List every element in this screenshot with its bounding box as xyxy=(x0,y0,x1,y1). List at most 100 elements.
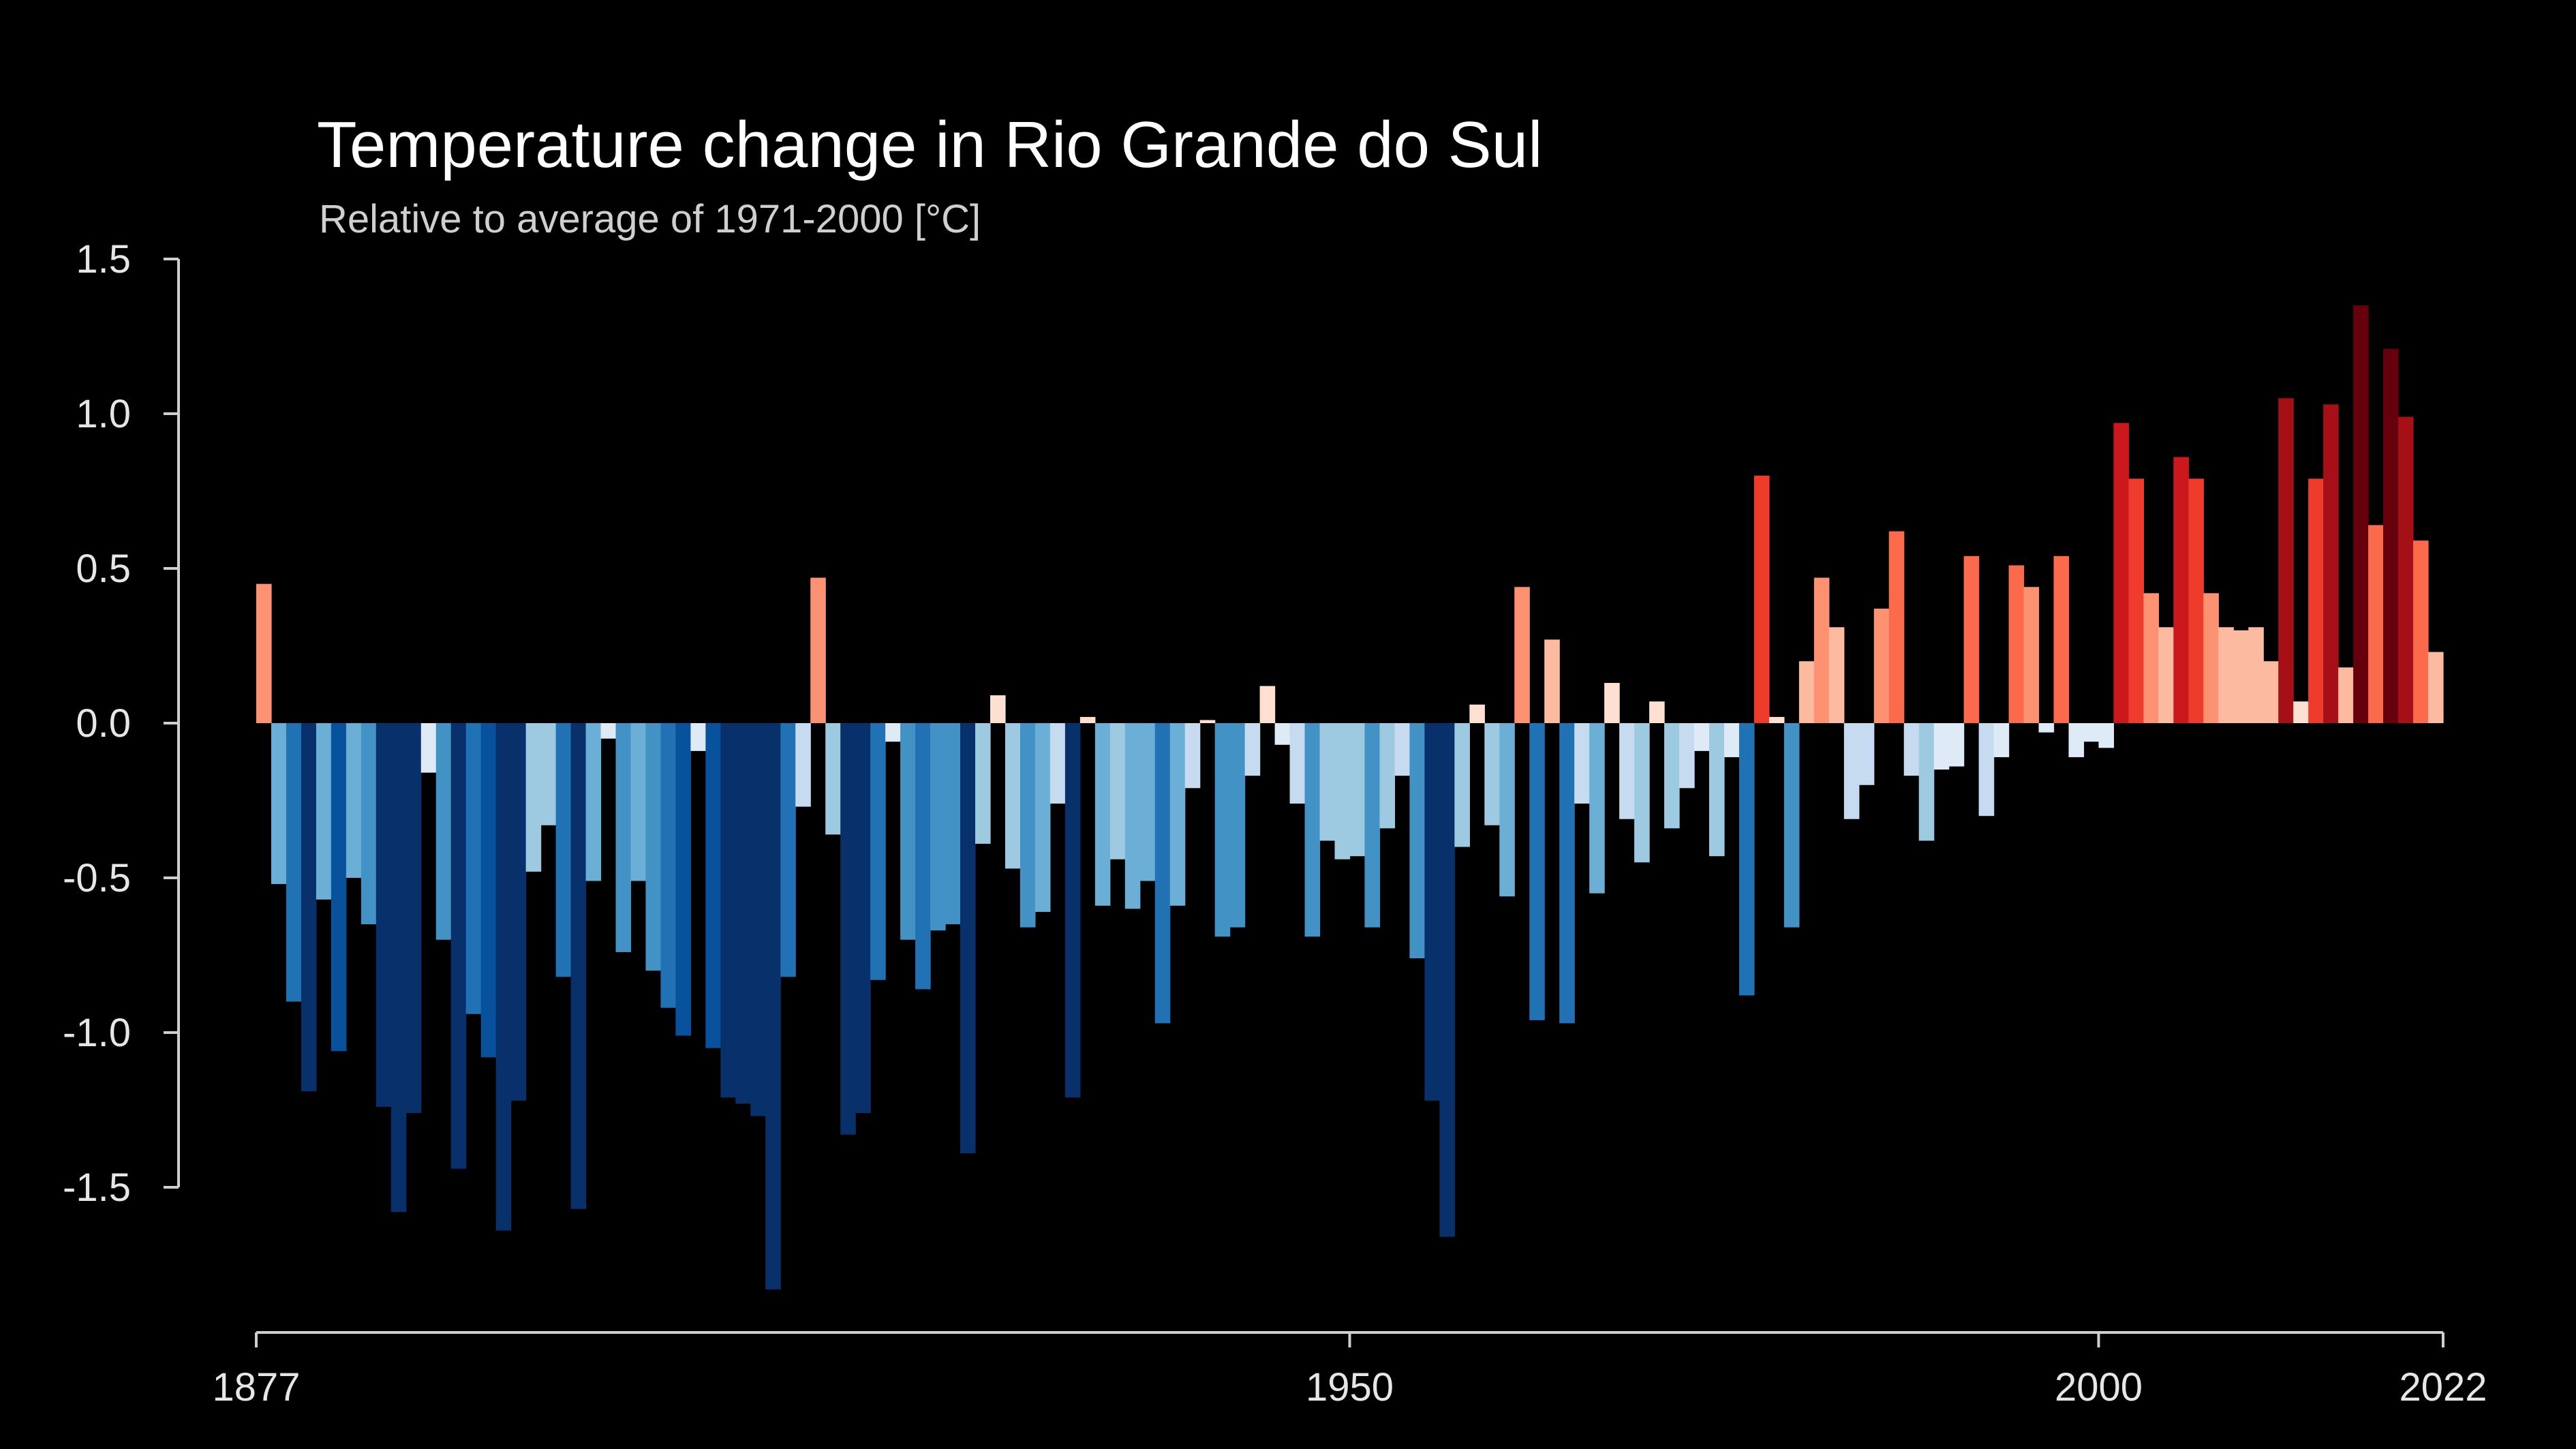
bar-1964 xyxy=(1559,723,1575,1024)
bar-1997 xyxy=(2053,555,2070,723)
bar-1985 xyxy=(1873,609,1890,723)
bar-1881 xyxy=(316,723,332,900)
bar-1980 xyxy=(1798,661,1815,723)
bar-1917 xyxy=(855,723,871,1114)
bar-1882 xyxy=(331,723,347,1052)
bar-1970 xyxy=(1649,701,1665,723)
bar-1957 xyxy=(1454,723,1470,847)
bar-2022 xyxy=(2428,652,2444,723)
bar-1916 xyxy=(840,723,856,1135)
bar-1889 xyxy=(435,723,452,940)
bar-1959 xyxy=(1484,723,1500,825)
bar-1897 xyxy=(555,723,572,977)
bar-1896 xyxy=(540,723,557,825)
bar-1885 xyxy=(375,723,392,1107)
bar-1982 xyxy=(1828,627,1845,723)
y-tick-label: 1.5 xyxy=(76,237,131,281)
bar-1898 xyxy=(570,723,587,1209)
bar-1933 xyxy=(1094,723,1111,906)
bar-1927 xyxy=(1005,723,1021,869)
y-tick-label: -1.0 xyxy=(63,1011,131,1055)
bar-1936 xyxy=(1139,723,1156,881)
bar-1992 xyxy=(1978,723,1995,817)
bar-1912 xyxy=(780,723,796,977)
bar-1904 xyxy=(660,723,677,1008)
bar-2012 xyxy=(2278,398,2294,723)
chart-subtitle: Relative to average of 1971-2000 [°C] xyxy=(319,197,981,241)
bar-2018 xyxy=(2368,525,2384,723)
bar-1993 xyxy=(1993,723,2010,757)
bar-1921 xyxy=(915,723,931,990)
bar-1905 xyxy=(675,723,691,1036)
bar-1880 xyxy=(301,723,317,1092)
bar-1952 xyxy=(1379,723,1396,829)
bar-1879 xyxy=(286,723,302,1002)
bar-1994 xyxy=(2008,565,2025,723)
bar-1958 xyxy=(1469,704,1485,723)
bar-1877 xyxy=(256,583,272,723)
bar-1963 xyxy=(1544,639,1560,723)
bar-1987 xyxy=(1903,723,1920,776)
bar-1940 xyxy=(1199,720,1216,723)
bar-2001 xyxy=(2113,423,2130,723)
bar-2016 xyxy=(2338,667,2354,723)
chart-title: Temperature change in Rio Grande do Sul xyxy=(317,108,1543,181)
bar-1979 xyxy=(1783,723,1800,928)
bar-1901 xyxy=(615,723,632,952)
bar-1975 xyxy=(1723,723,1740,757)
bar-1884 xyxy=(361,723,377,925)
bar-1971 xyxy=(1664,723,1680,829)
y-tick-label: -0.5 xyxy=(63,856,131,900)
bar-1891 xyxy=(465,723,482,1014)
bar-1932 xyxy=(1079,716,1096,723)
bar-1995 xyxy=(2023,587,2040,723)
bar-1888 xyxy=(420,723,437,773)
bar-1903 xyxy=(645,723,662,971)
bar-2017 xyxy=(2353,305,2369,724)
bar-1999 xyxy=(2083,723,2100,742)
bar-1909 xyxy=(735,723,751,1104)
bar-1907 xyxy=(705,723,721,1048)
bar-1983 xyxy=(1843,723,1860,819)
bar-1961 xyxy=(1514,587,1530,723)
bar-1973 xyxy=(1694,723,1710,751)
bar-1893 xyxy=(495,723,512,1231)
x-tick-label: 2000 xyxy=(2055,1365,2143,1409)
bar-1996 xyxy=(2038,723,2055,733)
bar-2006 xyxy=(2188,478,2204,723)
bar-1946 xyxy=(1289,723,1306,804)
y-tick-label: 0.5 xyxy=(76,547,131,591)
x-tick-label: 1877 xyxy=(212,1365,300,1409)
bar-1878 xyxy=(271,723,287,885)
bar-1981 xyxy=(1813,577,1830,723)
bar-1955 xyxy=(1424,723,1440,1101)
bar-1998 xyxy=(2068,723,2085,757)
bar-1965 xyxy=(1574,723,1590,804)
bar-1944 xyxy=(1259,686,1276,723)
bar-1943 xyxy=(1244,723,1261,776)
y-axis: 1.5 1.0 0.5 0.0 -0.5 -1.0 -1.5 xyxy=(63,237,180,1210)
bar-1937 xyxy=(1154,723,1171,1024)
y-tick-label: 0.0 xyxy=(76,701,131,746)
bar-1956 xyxy=(1439,723,1455,1237)
bar-1977 xyxy=(1753,475,1770,723)
bar-1974 xyxy=(1709,723,1725,857)
bar-1939 xyxy=(1184,723,1201,789)
bar-2021 xyxy=(2413,540,2429,723)
bar-2013 xyxy=(2293,701,2309,723)
y-tick-label: 1.0 xyxy=(76,392,131,436)
bar-1941 xyxy=(1214,723,1231,937)
bar-1926 xyxy=(990,695,1006,723)
bar-1966 xyxy=(1589,723,1605,894)
bar-1935 xyxy=(1124,723,1141,909)
bar-1924 xyxy=(960,723,976,1154)
bar-2000 xyxy=(2098,723,2115,748)
x-tick-label: 1950 xyxy=(1306,1365,1394,1409)
bar-1899 xyxy=(585,723,602,881)
bar-1951 xyxy=(1364,723,1381,928)
x-tick-label: 2022 xyxy=(2399,1365,2487,1409)
bar-1945 xyxy=(1274,723,1291,745)
x-axis: 1877 1950 2000 2022 xyxy=(212,1331,2487,1409)
bar-2008 xyxy=(2218,627,2234,723)
